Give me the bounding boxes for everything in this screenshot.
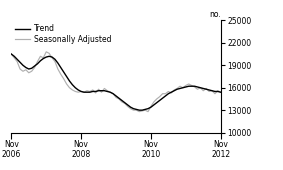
Text: no.: no.	[209, 10, 221, 19]
Legend: Trend, Seasonally Adjusted: Trend, Seasonally Adjusted	[15, 24, 112, 44]
